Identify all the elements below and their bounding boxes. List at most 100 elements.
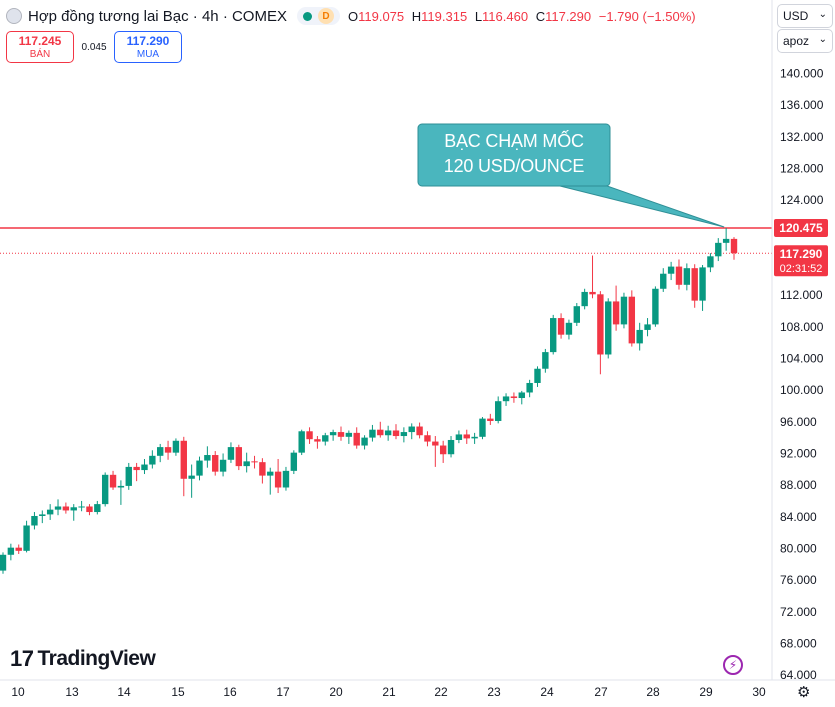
candle[interactable] (94, 504, 101, 513)
candle[interactable] (353, 432, 360, 446)
candle[interactable] (667, 266, 675, 274)
candle[interactable] (392, 430, 400, 437)
candle[interactable] (361, 437, 368, 446)
candle[interactable] (636, 329, 643, 344)
candle[interactable] (7, 547, 15, 555)
candle[interactable] (502, 396, 510, 402)
candle[interactable] (408, 426, 415, 433)
candle[interactable] (605, 301, 612, 355)
candle[interactable] (251, 461, 258, 463)
candle[interactable] (133, 466, 140, 471)
candle[interactable] (369, 429, 376, 438)
candle[interactable] (683, 268, 691, 285)
candle[interactable] (589, 291, 596, 295)
candle[interactable] (322, 435, 329, 442)
candle[interactable] (227, 447, 235, 460)
candle[interactable] (557, 318, 565, 335)
candle[interactable] (204, 455, 211, 461)
annotation-box[interactable] (417, 123, 611, 187)
gear-icon[interactable]: ⚙ (797, 684, 811, 701)
candle[interactable] (46, 509, 54, 515)
candle[interactable] (416, 426, 423, 436)
candle[interactable] (432, 441, 439, 446)
candle[interactable] (164, 447, 172, 453)
candle[interactable] (70, 507, 77, 511)
candle[interactable] (23, 525, 30, 551)
candle[interactable] (377, 429, 384, 436)
candle[interactable] (699, 267, 706, 301)
buy-button[interactable]: 117.290 MUA (114, 31, 182, 63)
candle[interactable] (494, 401, 502, 421)
candle[interactable] (78, 506, 85, 508)
candle[interactable] (141, 464, 148, 471)
lightning-icon[interactable]: ⚡ (723, 655, 743, 675)
candle[interactable] (620, 296, 628, 325)
candle[interactable] (259, 462, 266, 476)
candle[interactable] (479, 418, 486, 437)
currency-select[interactable]: USD ⌄ (777, 4, 833, 28)
candle[interactable] (125, 466, 132, 486)
candle[interactable] (439, 445, 447, 455)
candle[interactable] (180, 440, 187, 479)
candle[interactable] (660, 273, 667, 289)
scale-select[interactable]: apoz ⌄ (777, 29, 833, 53)
candle[interactable] (707, 256, 714, 268)
candle[interactable] (424, 435, 431, 442)
candle[interactable] (526, 382, 533, 393)
candle[interactable] (39, 514, 46, 516)
candle[interactable] (212, 455, 219, 472)
candle[interactable] (550, 318, 557, 353)
sell-button[interactable]: 117.245 BÁN (6, 31, 74, 63)
candle[interactable] (510, 396, 518, 399)
candle[interactable] (455, 434, 463, 440)
candle[interactable] (101, 474, 109, 505)
candle[interactable] (463, 434, 470, 439)
candle[interactable] (188, 475, 195, 479)
candle[interactable] (691, 268, 698, 301)
candle[interactable] (54, 506, 62, 510)
candle[interactable] (219, 459, 227, 472)
candle[interactable] (345, 432, 353, 437)
tradingview-logo[interactable]: 17 TradingView (10, 646, 156, 672)
candle[interactable] (196, 460, 203, 476)
candle[interactable] (157, 447, 164, 456)
candle[interactable] (715, 242, 722, 257)
candle[interactable] (447, 439, 455, 455)
candle[interactable] (314, 439, 321, 442)
candle[interactable] (290, 452, 298, 471)
candle[interactable] (149, 455, 156, 465)
candle[interactable] (267, 471, 274, 476)
candle[interactable] (274, 471, 282, 488)
candle[interactable] (109, 474, 117, 488)
candle[interactable] (487, 418, 494, 421)
candle[interactable] (628, 296, 636, 344)
candle[interactable] (86, 506, 93, 513)
candle[interactable] (581, 291, 588, 307)
candle[interactable] (15, 547, 22, 551)
candle[interactable] (534, 368, 541, 383)
candle[interactable] (243, 461, 250, 467)
candle[interactable] (384, 430, 392, 436)
candle[interactable] (31, 515, 38, 526)
candle[interactable] (0, 554, 7, 571)
candle[interactable] (329, 432, 337, 436)
candle[interactable] (722, 238, 730, 243)
candle[interactable] (282, 470, 290, 488)
candle[interactable] (730, 238, 738, 254)
candle[interactable] (306, 431, 313, 440)
candle[interactable] (298, 431, 305, 453)
candle[interactable] (542, 352, 549, 369)
candle[interactable] (675, 266, 683, 285)
symbol-title[interactable]: Hợp đồng tương lai Bạc · 4h · COMEX (28, 7, 287, 25)
candle[interactable] (471, 436, 478, 439)
candle[interactable] (235, 447, 243, 467)
candle[interactable] (62, 506, 70, 511)
candle[interactable] (652, 288, 659, 325)
candle[interactable] (644, 324, 651, 330)
candle[interactable] (597, 294, 604, 355)
candle[interactable] (565, 322, 573, 335)
candle[interactable] (400, 432, 408, 437)
candle[interactable] (573, 306, 580, 323)
market-status[interactable]: D (296, 7, 340, 25)
